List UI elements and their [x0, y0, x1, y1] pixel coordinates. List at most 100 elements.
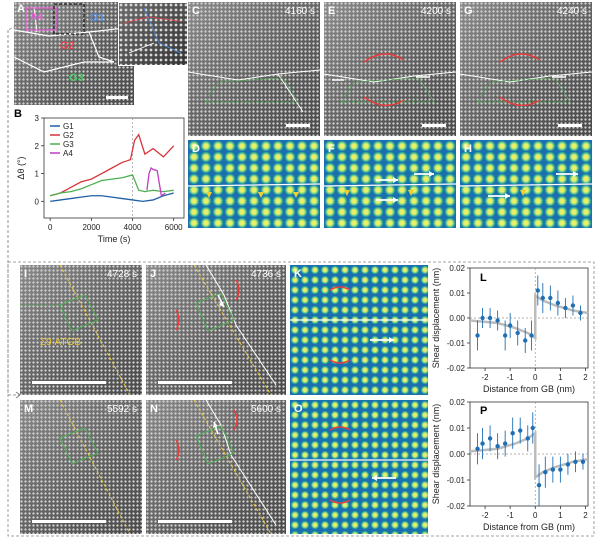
chart-l: -2 -1 0 1 2 -0.02 -0.01 0.00 0.01 0.02 Distance fr…	[432, 264, 589, 394]
x-tick-label: 2	[583, 511, 588, 520]
panel-o-map: O	[290, 400, 428, 534]
legend-label-g3: G3	[63, 140, 74, 149]
series-line-g1	[50, 192, 174, 202]
panel-h-letter: H	[464, 143, 472, 155]
scale-bar	[422, 124, 446, 127]
panel-g-image: G 4240 s	[460, 2, 592, 136]
panel-k-letter: K	[294, 268, 302, 280]
panel-k-map: K	[290, 265, 428, 395]
data-point	[565, 462, 571, 467]
panel-a-image: A A4 G1 G2 G3	[14, 2, 134, 105]
x-tick-label: -1	[507, 511, 515, 520]
x-tick-label: 1	[558, 373, 563, 382]
panel-f-letter: F	[328, 143, 335, 155]
data-point	[573, 459, 578, 464]
x-tick-label: -1	[507, 373, 515, 382]
data-point	[535, 288, 540, 293]
data-point	[550, 467, 556, 472]
y-tick-label: 0.02	[449, 264, 465, 273]
panel-e-time: 4200 s	[420, 6, 451, 17]
y-axis-label: Shear displacement (nm)	[432, 404, 441, 505]
y-tick-label: 0.00	[449, 314, 465, 323]
data-point	[495, 318, 500, 323]
data-point	[543, 470, 548, 475]
panel-j-image: J 4736 s	[146, 265, 286, 395]
panel-j-letter: J	[150, 268, 157, 280]
label-g3: G3	[69, 72, 84, 84]
panel-d-letter: D	[192, 143, 200, 155]
panel-d-map: D	[188, 140, 320, 228]
data-point	[480, 441, 485, 446]
panel-c-letter: C	[192, 5, 200, 17]
data-point	[475, 333, 480, 338]
y-tick-label: -0.02	[447, 364, 466, 373]
y-tick-label: 0	[35, 197, 40, 206]
panel-i-time: 4728 s	[106, 269, 137, 280]
panel-l-letter: L	[480, 272, 487, 284]
label-g2: G2	[60, 40, 75, 52]
x-tick-label: 6000	[165, 223, 183, 232]
y-tick-label: -0.01	[447, 339, 466, 348]
scale-bar	[158, 520, 232, 523]
panel-i-image: I 4728 s Σ9 ATGB	[20, 265, 142, 395]
y-tick-label: 0.01	[449, 424, 465, 433]
plot-frame	[43, 117, 185, 219]
panel-n-image: N 5600 s	[146, 400, 286, 534]
data-point	[530, 425, 535, 431]
data-point	[475, 446, 480, 451]
label-a4: A4	[30, 12, 43, 23]
x-axis-label: Time (s)	[98, 234, 131, 244]
series-line-g2	[50, 133, 175, 197]
legend-label-g2: G2	[63, 131, 74, 140]
data-point	[555, 300, 561, 306]
data-point	[536, 483, 542, 488]
data-point	[502, 333, 508, 338]
y-tick-label: -0.01	[447, 476, 466, 485]
scale-bar	[106, 96, 128, 99]
panel-p-letter: P	[480, 405, 488, 417]
panel-g-time: 4240 s	[556, 6, 587, 17]
panel-i-annotation: Σ9 ATGB	[40, 337, 82, 348]
data-point	[487, 315, 493, 321]
y-tick-label: 0.02	[449, 398, 465, 407]
y-tick-label: 0.00	[449, 450, 465, 459]
data-point	[580, 459, 586, 464]
data-point	[578, 310, 583, 316]
scale-bar	[32, 520, 106, 523]
y-tick-label: 1	[35, 170, 40, 179]
data-point	[540, 295, 546, 301]
panel-m-image: M 5592 s	[20, 400, 142, 534]
data-point	[480, 315, 485, 321]
panel-m-time: 5592 s	[106, 404, 137, 415]
series-line-g3	[50, 174, 174, 197]
x-tick-label: 2	[583, 373, 588, 382]
data-point	[510, 431, 515, 436]
data-point	[525, 436, 530, 441]
panel-n-letter: N	[150, 403, 158, 415]
data-point	[487, 436, 493, 441]
data-point	[515, 330, 520, 336]
scale-bar	[558, 124, 582, 127]
panel-j-time: 4736 s	[250, 269, 281, 280]
x-tick-label: 0	[533, 511, 538, 520]
x-tick-label: -2	[482, 373, 490, 382]
panel-c-image: C 4160 s	[188, 2, 320, 136]
panel-e-letter: E	[328, 5, 336, 17]
panel-n-time: 5600 s	[250, 404, 281, 415]
fit-curve	[469, 430, 589, 480]
y-tick-label: 0.01	[449, 289, 465, 298]
data-point	[495, 444, 500, 449]
data-point	[570, 303, 576, 308]
legend-label-a4: A4	[63, 149, 73, 158]
y-axis-label: Shear displacement (nm)	[432, 268, 441, 369]
y-axis-label: Δθ (°)	[16, 156, 26, 179]
label-g1: G1	[90, 12, 105, 24]
panel-h-map: H	[460, 140, 592, 228]
scale-bar	[32, 381, 106, 384]
data-point	[548, 295, 553, 301]
legend-label-g1: G1	[63, 122, 74, 131]
data-point	[502, 441, 508, 446]
x-tick-label: 4000	[124, 223, 142, 232]
chart-p: -2 -1 0 1 2 -0.02 -0.01 0.00 0.01 0.02 Distance fr…	[432, 398, 589, 532]
